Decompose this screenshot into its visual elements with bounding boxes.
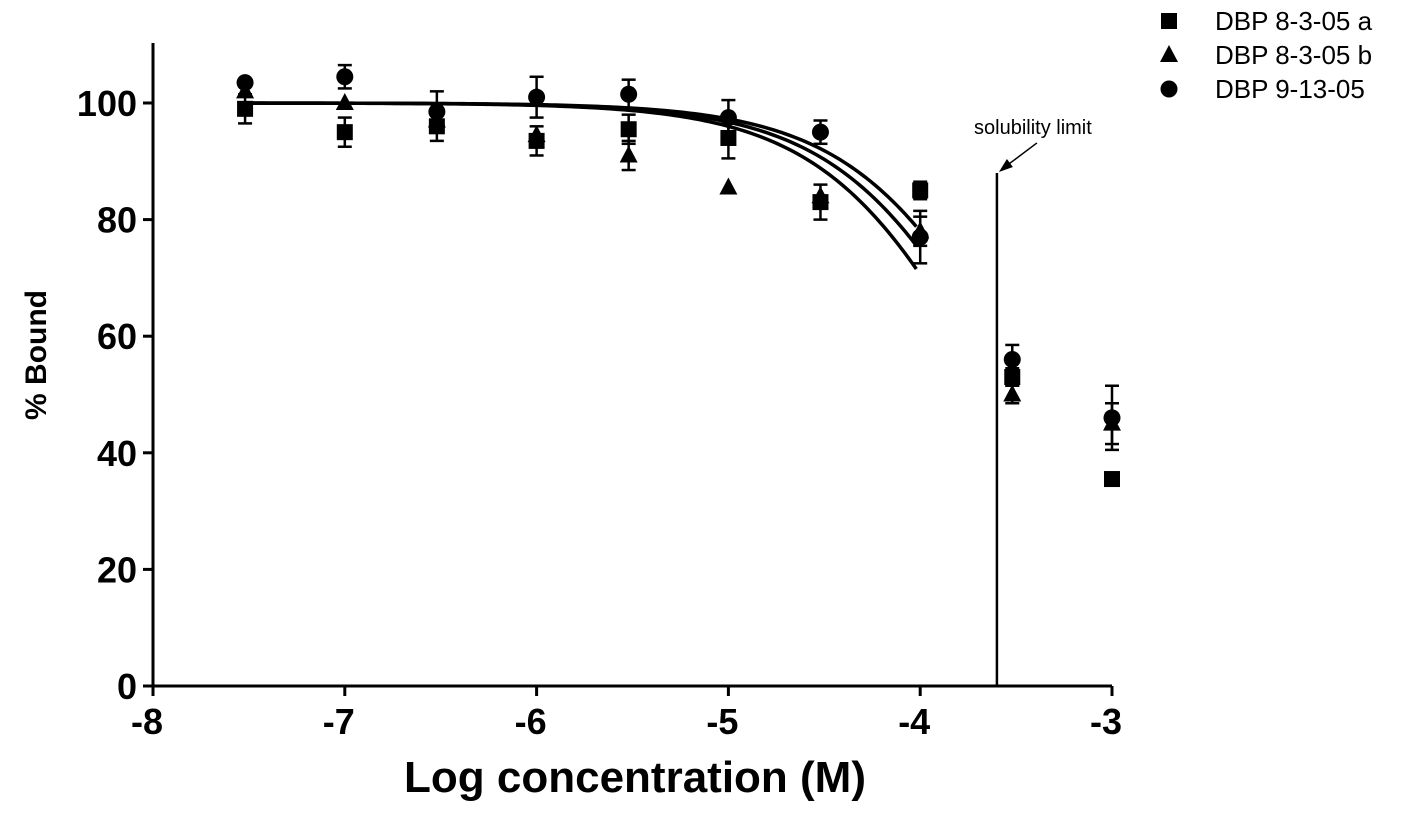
legend-label-3: DBP 9-13-05 <box>1215 74 1365 104</box>
legend: DBP 8-3-05 a DBP 8-3-05 b DBP 9-13-05 <box>1160 6 1373 104</box>
data-point <box>527 125 546 143</box>
data-point <box>236 74 254 92</box>
y-tick-label: 20 <box>97 549 137 590</box>
legend-marker-1 <box>1161 13 1177 29</box>
legend-label-1: DBP 8-3-05 a <box>1215 6 1373 36</box>
data-points <box>236 63 1121 488</box>
data-point <box>912 182 929 199</box>
x-tick-label: -6 <box>515 701 547 742</box>
legend-marker-2 <box>1160 45 1178 62</box>
data-point <box>528 88 546 106</box>
data-point <box>620 85 638 103</box>
data-point <box>428 103 446 121</box>
data-point <box>811 186 830 204</box>
x-tick-label: -8 <box>131 701 163 742</box>
data-point <box>237 100 254 117</box>
data-point <box>619 145 638 163</box>
series-1 <box>237 93 1120 488</box>
fit-curve-3 <box>245 101 918 271</box>
data-point <box>336 124 353 141</box>
data-point <box>719 177 738 195</box>
data-point <box>911 228 929 246</box>
legend-label-2: DBP 8-3-05 b <box>1215 40 1372 70</box>
data-point <box>620 121 637 138</box>
solubility-limit-annotation: solubility limit <box>974 117 1092 686</box>
solubility-limit-arrow <box>1004 142 1038 168</box>
axes: -8 -7 -6 -5 -4 -3 0 20 40 60 80 100 <box>77 43 1122 742</box>
data-point <box>1003 384 1022 402</box>
y-tick-label: 40 <box>97 433 137 474</box>
fit-curves <box>245 101 918 271</box>
y-tick-label: 100 <box>77 83 137 124</box>
y-tick-label: 80 <box>97 200 137 241</box>
y-tick-label: 0 <box>117 666 137 707</box>
series-3 <box>236 63 1121 452</box>
x-tick-label: -7 <box>323 701 355 742</box>
y-axis-title: % Bound <box>20 290 53 420</box>
legend-marker-3 <box>1160 80 1178 98</box>
data-point <box>719 109 737 127</box>
x-tick-label: -5 <box>706 701 738 742</box>
data-point <box>811 123 829 141</box>
data-point <box>1104 471 1120 488</box>
data-point <box>336 68 354 86</box>
data-point <box>1003 351 1021 369</box>
data-point <box>335 93 354 110</box>
solubility-limit-arrowhead <box>998 158 1013 172</box>
x-axis-title: Log concentration (M) <box>404 753 866 802</box>
x-tick-label: -3 <box>1090 701 1122 742</box>
y-tick-label: 60 <box>97 316 137 357</box>
x-tick-label: -4 <box>898 701 930 742</box>
data-point <box>1103 409 1121 427</box>
solubility-limit-label: solubility limit <box>974 117 1092 139</box>
